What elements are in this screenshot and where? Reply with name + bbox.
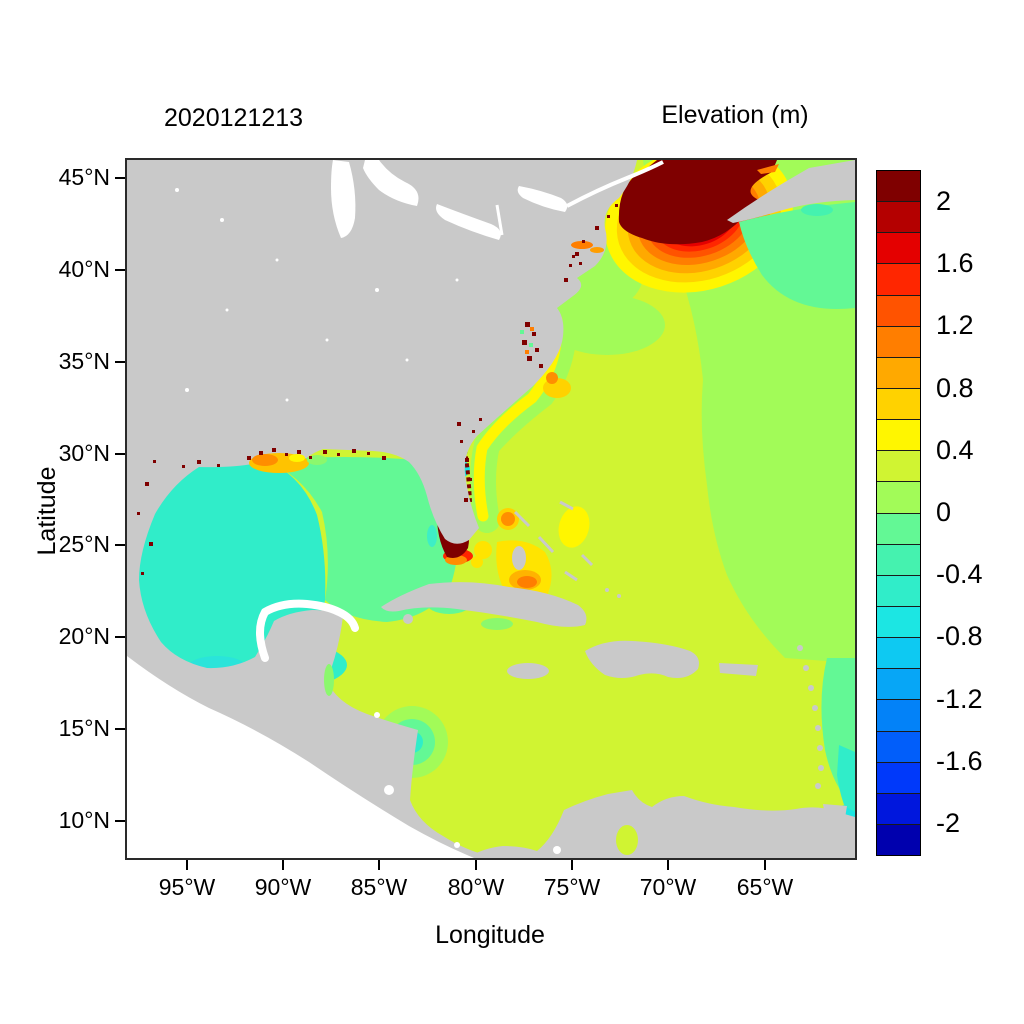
y-tick-mark [115,177,125,179]
x-tick-label: 70°W [639,874,697,900]
fundy-surge-core [618,160,777,245]
colorbar-band [877,730,920,762]
y-tick-mark [115,636,125,638]
colorbar-band [877,201,920,233]
y-axis-label: Latitude [33,466,61,556]
colorbar-tick-label: 0 [936,497,952,527]
no-data-white [127,160,664,858]
colorbar-band [877,605,920,638]
lake-michigan [331,160,356,238]
scotian-aqua-patch [801,204,833,216]
colorbar-tick-label: 1.2 [936,310,974,341]
x-tick-mark [571,860,573,870]
x-tick-mark [764,860,766,870]
colorbar-tick-label: -0.4 [936,559,983,590]
hispaniola [585,640,699,678]
title-datestamp: 2020121213 [164,104,304,132]
jamaica [507,663,549,679]
south-america [467,790,855,858]
colorbar [876,170,921,856]
title-colorbar-units: Elevation (m) [661,101,809,129]
colorbar-tick-label: 0.8 [936,372,974,403]
y-tick-mark [115,361,125,363]
coastal-speckles [137,164,779,696]
lake-nicaragua [384,785,394,795]
colorbar-band [877,792,920,824]
elevation-map [127,160,855,858]
north-central-america [127,160,637,858]
y-tick-label: 45°N [58,164,110,190]
x-tick-label: 95°W [158,874,216,900]
x-tick-label: 75°W [543,874,601,900]
lake-maracaibo [616,825,638,855]
colorbar-tick-label: -1.2 [936,683,983,714]
lake-erie [436,204,501,240]
y-tick-label: 35°N [58,348,110,374]
colorbar-band [877,823,920,856]
colorbar-band [877,419,920,451]
y-tick-label: 20°N [58,623,110,649]
nova-scotia [727,160,855,223]
pacific-ocean [127,656,474,858]
lake-ontario [517,186,568,212]
x-tick-mark [186,860,188,870]
colorbar-band [877,668,920,700]
andros-island [512,546,526,570]
x-tick-mark [378,860,380,870]
y-tick-mark [115,269,125,271]
lesser-antilles [797,645,847,824]
colorbar-band [877,512,920,544]
colorbar-band [877,699,920,731]
map-plot-area [125,158,857,860]
colorbar-band [877,637,920,669]
colorbar-tick-label: -1.6 [936,745,983,776]
y-tick-label: 40°N [58,256,110,282]
colorbar-band [877,543,920,575]
y-tick-mark [115,728,125,730]
region-scotian-shelf [739,202,855,310]
st-lawrence-river [566,160,664,208]
trinidad [823,804,847,824]
colorbar-tick-label: -2 [936,807,961,838]
y-tick-label: 30°N [58,440,110,466]
colorbar-band [877,232,920,264]
colorbar-band [877,450,920,482]
colorbar-band [877,294,920,326]
colorbar-band [877,574,920,606]
cuba [381,582,587,627]
y-tick-mark [115,820,125,822]
x-tick-mark [475,860,477,870]
x-tick-label: 85°W [350,874,408,900]
colorbar-band [877,325,920,357]
colorbar-tick-label: 0.4 [936,434,974,465]
colorbar-band [877,263,920,295]
x-axis-label: Longitude [435,921,545,949]
x-tick-label: 80°W [447,874,505,900]
colorbar-band [877,387,920,420]
colorbar-band [877,356,920,388]
colorbar-tick-label: -0.8 [936,621,983,652]
colorbar-band [877,171,920,202]
puerto-rico [719,663,758,676]
x-tick-mark [282,860,284,870]
lake-huron [363,160,419,206]
y-tick-mark [115,453,125,455]
colorbar-band [877,761,920,793]
x-tick-label: 65°W [736,874,794,900]
bahama-islands [513,500,594,582]
x-tick-label: 90°W [254,874,312,900]
colorbar-tick-label: 2 [936,186,952,217]
yucatan-shelf-gap [256,599,359,662]
y-tick-label: 10°N [58,807,110,833]
land-masses [127,160,855,858]
colorbar-band [877,481,920,513]
y-tick-label: 15°N [58,715,110,741]
colorbar-tick-label: 1.6 [936,248,974,279]
x-tick-mark [667,860,669,870]
y-tick-mark [115,544,125,546]
y-tick-label: 25°N [58,531,110,557]
